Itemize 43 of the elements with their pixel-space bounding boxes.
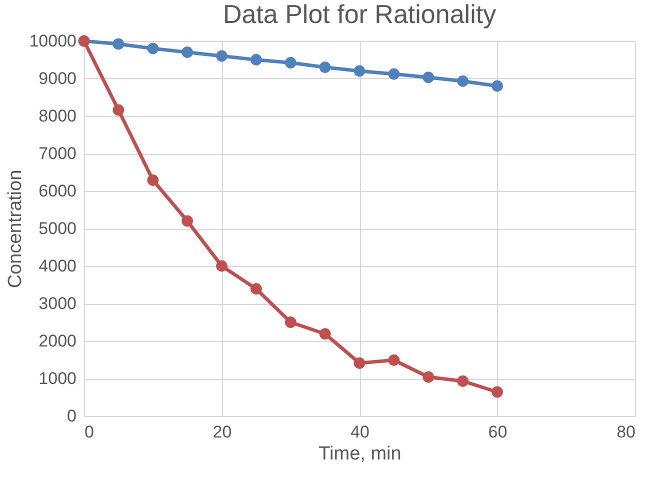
point (354, 65, 366, 77)
point (147, 174, 159, 186)
point (492, 386, 503, 398)
y-tick-label: 3000 (38, 294, 76, 313)
point (388, 68, 400, 80)
point (319, 328, 331, 340)
point (319, 62, 331, 73)
point (182, 46, 194, 58)
y-tick-label: 9000 (38, 69, 76, 88)
y-tick-label: 5000 (38, 219, 76, 238)
x-axis-title: Time, min (318, 444, 402, 464)
point (250, 54, 262, 66)
point (216, 260, 228, 272)
point (112, 38, 124, 50)
point (457, 75, 469, 87)
point (422, 371, 434, 383)
y-tick-label: 0 (67, 406, 76, 426)
x-tick-label: 60 (488, 422, 508, 442)
y-tick-label: 10000 (29, 32, 76, 50)
y-axis-title: Concentration (5, 170, 26, 288)
x-tick-label: 80 (616, 422, 636, 442)
point (284, 57, 296, 68)
point (354, 357, 366, 369)
point (216, 50, 228, 62)
point (250, 283, 262, 295)
x-tick-label: 0 (84, 422, 94, 442)
point (182, 215, 194, 227)
y-tick-label: 4000 (38, 256, 76, 276)
point (422, 72, 434, 84)
point (492, 80, 503, 92)
point (457, 375, 469, 387)
y-tick-label: 6000 (38, 182, 76, 200)
x-tick-label: 40 (350, 422, 370, 442)
x-tick-label: 20 (212, 422, 232, 442)
y-tick-label: 7000 (38, 144, 76, 163)
point (388, 354, 400, 366)
y-tick-label: 1000 (38, 369, 76, 388)
chart-title: Data Plot for Rationality (222, 0, 496, 29)
y-tick-label: 2000 (38, 332, 76, 350)
point (112, 104, 124, 116)
y-tick-label: 8000 (38, 106, 76, 126)
point (284, 316, 296, 328)
point (147, 42, 159, 54)
